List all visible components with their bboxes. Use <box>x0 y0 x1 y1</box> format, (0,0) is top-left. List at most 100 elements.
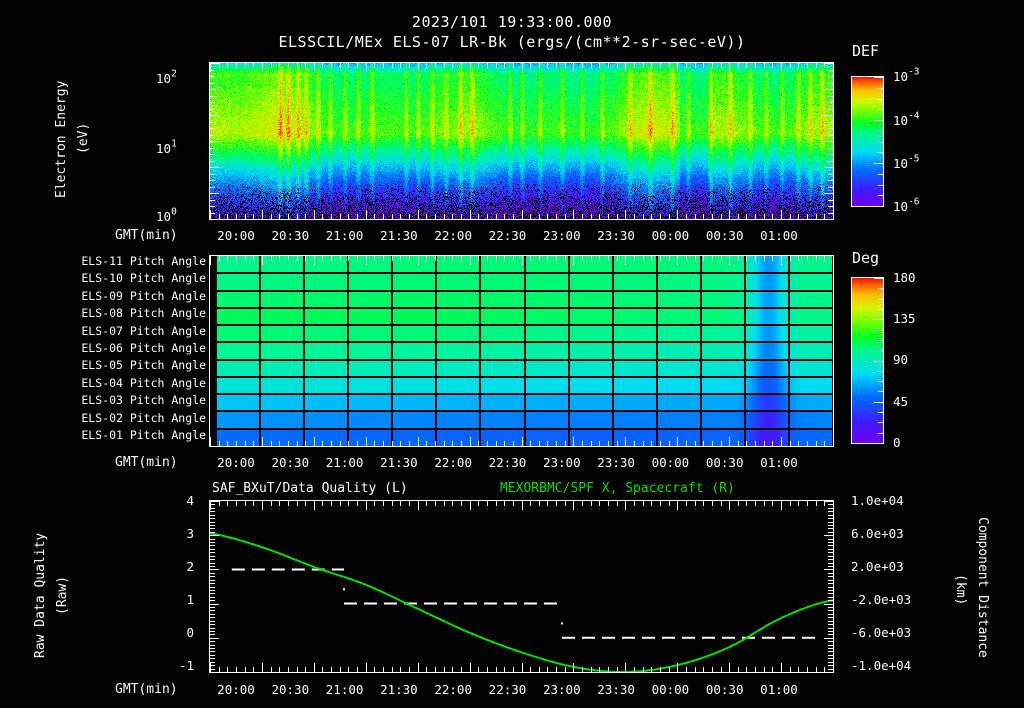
deg-colorbar-tick <box>874 443 883 444</box>
pitch-row-label-09: ELS-09 Pitch Angle <box>81 288 206 303</box>
deg-colorbar-tick <box>874 278 883 279</box>
def-label-4-mantissa: 10 <box>893 113 909 128</box>
deg-label-90: 90 <box>893 352 909 367</box>
spectrogram-ytick-1: 101 <box>156 138 177 157</box>
spectrogram-ytick-0-exp: 0 <box>171 206 177 218</box>
pitch-plot-area[interactable] <box>209 255 834 447</box>
pitch-time-label-2130: 21:30 <box>380 455 418 470</box>
page-title: 2023/101 19:33:00.000 <box>411 13 613 31</box>
timeseries-right-yunits: (km) <box>953 574 968 606</box>
def-colorbar-tick <box>878 174 883 175</box>
timeseries-left-header: SAF_BXuT/Data Quality (L) <box>212 481 408 496</box>
timeseries-right-header: MEXORBMC/SPF X, Spacecraft (R) <box>500 481 735 496</box>
spectrogram-ytick-2-mantissa: 10 <box>156 71 172 86</box>
deg-colorbar-tick <box>878 299 883 300</box>
spectrogram-xlabel: GMT(min) <box>115 228 178 243</box>
deg-colorbar[interactable] <box>851 277 884 444</box>
deg-colorbar-title: Deg <box>852 249 880 267</box>
pitch-time-labels: 20:00 20:30 21:00 21:30 22:00 22:30 23:00 23:30… <box>0 455 1024 471</box>
pitch-time-label-2200: 22:00 <box>434 455 472 470</box>
timeseries-time-label-2230: 22:30 <box>488 682 527 697</box>
def-colorbar-tick <box>874 163 883 164</box>
deg-colorbar-tick <box>878 330 883 331</box>
pitch-row-label-02: ELS-02 Pitch Angle <box>81 410 206 425</box>
timeseries-right-tick-0: 1.0e+04 <box>851 493 904 508</box>
timeseries-time-labels: 20:00 20:30 21:00 21:30 22:00 22:30 23:00 23:30… <box>0 682 1024 698</box>
def-colorbar-gradient <box>852 77 883 206</box>
def-label-5-mantissa: 10 <box>893 156 909 171</box>
deg-colorbar-tick <box>878 288 883 289</box>
timeseries-time-label-0000: 00:00 <box>651 682 690 697</box>
def-label-6: 10-6 <box>893 196 920 215</box>
def-label-6-exp: -6 <box>908 196 920 208</box>
deg-colorbar-tick <box>878 340 883 341</box>
pitch-time-label-2300: 23:00 <box>542 455 581 470</box>
def-colorbar-tick <box>878 185 883 186</box>
def-colorbar[interactable] <box>851 76 884 207</box>
page-subtitle: ELSSCIL/MEx ELS-07 LR-Bk (ergs/(cm**2-sr… <box>278 33 746 51</box>
timeseries-right-ylabel: Component Distance <box>975 517 990 658</box>
deg-colorbar-tick <box>878 309 883 310</box>
deg-colorbar-tick <box>874 319 883 320</box>
spectrogram-ytick-1-mantissa: 10 <box>156 141 172 156</box>
pitch-time-label-2230: 22:30 <box>488 455 527 470</box>
def-label-6-mantissa: 10 <box>893 199 909 214</box>
def-colorbar-tick <box>878 131 883 132</box>
def-colorbar-tick <box>878 152 883 153</box>
spectrogram-plot-area[interactable] <box>209 62 834 220</box>
timeseries-canvas <box>210 501 833 672</box>
deg-colorbar-tick <box>878 412 883 413</box>
timeseries-time-label-2330: 23:30 <box>597 682 635 697</box>
spectrogram-ylabel: Electron Energy <box>54 80 69 199</box>
timeseries-right-tick-3: -2.0e+03 <box>851 592 912 607</box>
def-colorbar-tick <box>878 109 883 110</box>
timeseries-time-label-2100: 21:00 <box>325 682 364 697</box>
deg-label-0: 0 <box>893 435 901 450</box>
def-colorbar-tick <box>878 88 883 89</box>
pitch-row-label-11: ELS-11 Pitch Angle <box>81 254 206 268</box>
timeseries-left-tick-1: 1 <box>186 592 194 607</box>
deg-colorbar-tick <box>874 361 883 362</box>
pitch-time-label-2330: 23:30 <box>597 455 635 470</box>
spectrogram-ytick-2: 102 <box>156 68 177 87</box>
pitch-row-label-04: ELS-04 Pitch Angle <box>81 375 206 390</box>
timeseries-xlabel: GMT(min) <box>115 682 178 697</box>
spectrogram-time-label-2100: 21:00 <box>325 228 364 243</box>
def-colorbar-tick <box>878 195 883 196</box>
timeseries-plot-area[interactable] <box>209 500 834 673</box>
pitch-time-label-2030: 20:30 <box>271 455 310 470</box>
spectrogram-time-label-2200: 22:00 <box>434 228 472 243</box>
spectrogram-ytick-0-mantissa: 10 <box>156 209 172 224</box>
def-colorbar-tick <box>874 77 883 78</box>
def-label-3: 10-3 <box>893 66 920 85</box>
timeseries-right-ticks: 1.0e+04 6.0e+03 2.0e+03 -2.0e+03 -6.0e+03 -1.… <box>843 493 933 680</box>
timeseries-left-tick-0: 0 <box>186 625 194 640</box>
spectrogram-time-label-2130: 21:30 <box>380 228 418 243</box>
pitch-row-label-07: ELS-07 Pitch Angle <box>81 323 206 338</box>
pitch-canvas <box>210 256 833 446</box>
timeseries-time-label-2130: 21:30 <box>380 682 418 697</box>
timeseries-time-label-2000: 20:00 <box>217 682 255 697</box>
pitch-row-label-01: ELS-01 Pitch Angle <box>81 427 206 442</box>
timeseries-left-ticks: 4 3 2 1 0 -1 <box>150 493 202 680</box>
deg-label-180: 180 <box>893 270 916 285</box>
timeseries-left-ylabel: Raw Data Quality <box>33 532 48 658</box>
pitch-row-labels: ELS-11 Pitch Angle ELS-10 Pitch Angle ELS-… <box>58 253 206 444</box>
spectrogram-time-label-0030: 00:30 <box>705 228 744 243</box>
timeseries-right-tick-2: 2.0e+03 <box>851 559 904 574</box>
timeseries-left-tick-4: 4 <box>186 493 194 508</box>
pitch-time-label-0030: 00:30 <box>705 455 744 470</box>
deg-colorbar-tick <box>878 422 883 423</box>
pitch-row-label-03: ELS-03 Pitch Angle <box>81 393 206 408</box>
deg-colorbar-ticks <box>851 277 884 444</box>
timeseries-right-tick-4: -6.0e+03 <box>851 625 912 640</box>
def-label-4-exp: -4 <box>908 110 920 122</box>
deg-label-135: 135 <box>893 311 916 326</box>
pitch-row-label-05: ELS-05 Pitch Angle <box>81 358 206 373</box>
spectrogram-time-labels: 20:00 20:30 21:00 21:30 22:00 22:30 23:00 23:30… <box>0 228 1024 244</box>
def-colorbar-tick <box>878 142 883 143</box>
deg-colorbar-tick <box>878 381 883 382</box>
timeseries-right-tick-1: 6.0e+03 <box>851 526 904 541</box>
deg-colorbar-gradient <box>852 278 883 443</box>
pitch-xlabel: GMT(min) <box>115 455 178 470</box>
